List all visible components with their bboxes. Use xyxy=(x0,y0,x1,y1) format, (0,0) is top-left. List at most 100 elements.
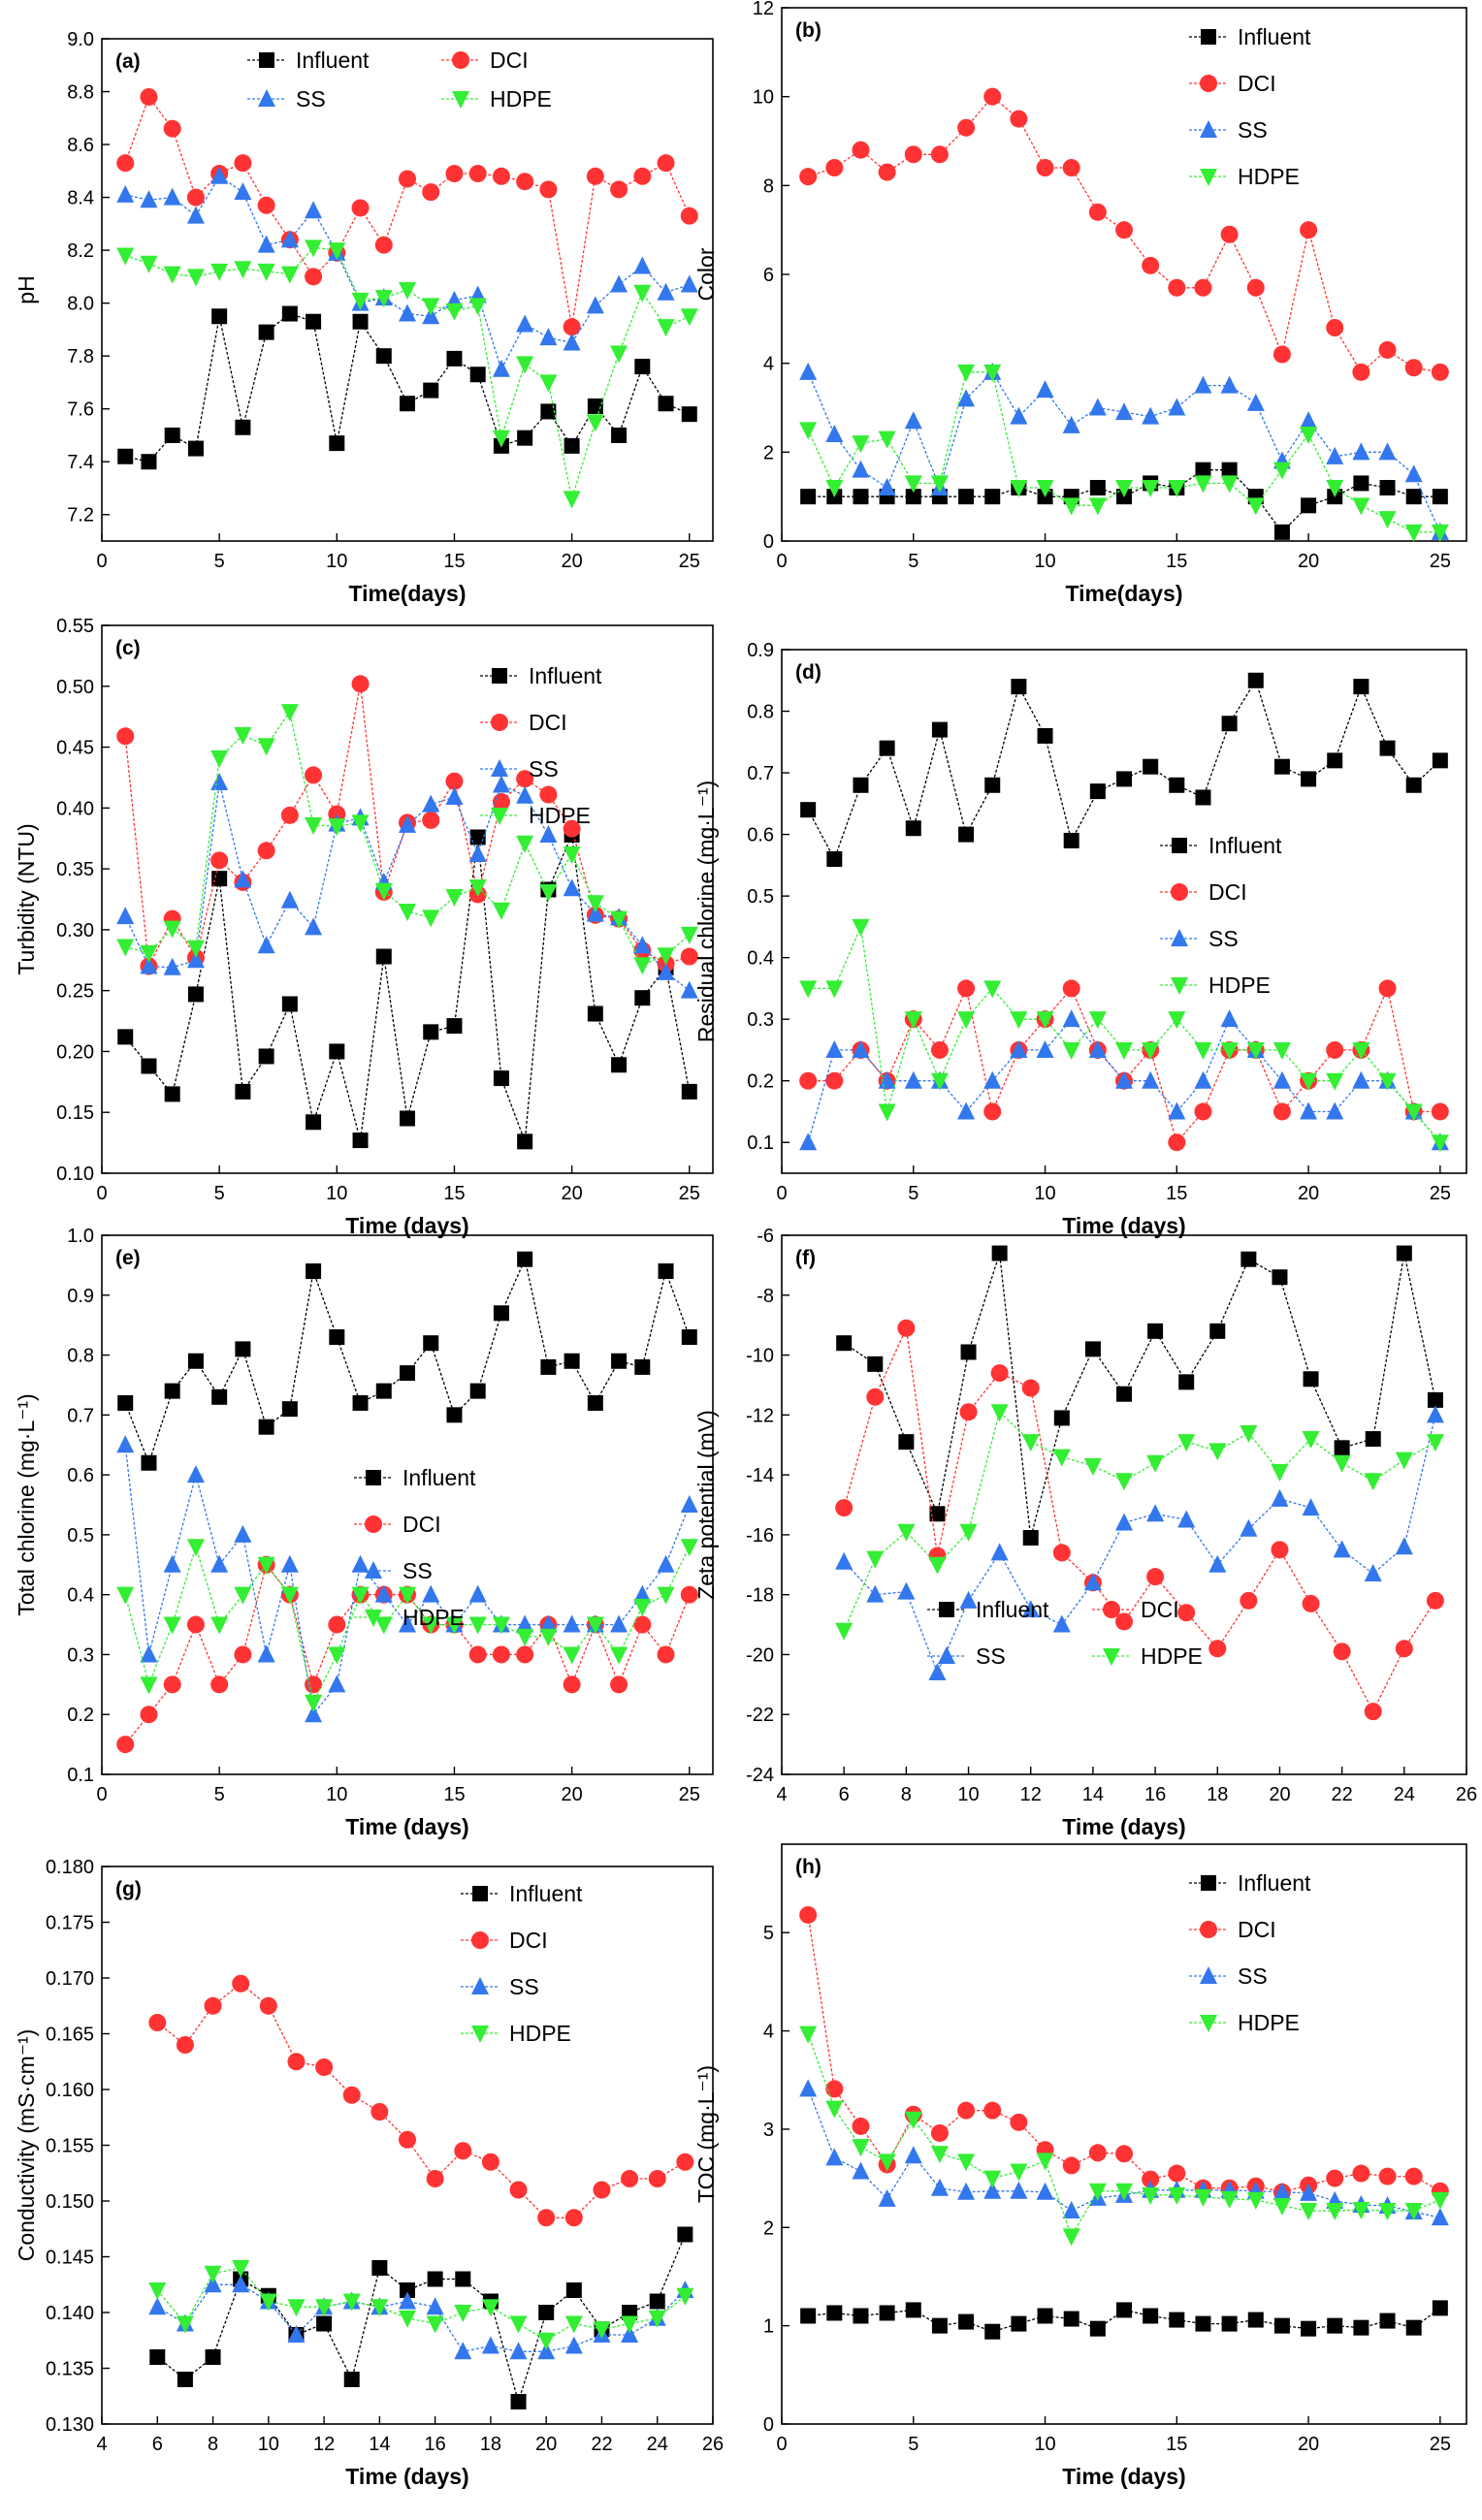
data-point xyxy=(375,948,392,965)
legend-label: DCI xyxy=(1141,1597,1179,1622)
data-point xyxy=(1115,1612,1133,1631)
data-point xyxy=(905,820,921,837)
data-point xyxy=(210,1554,229,1573)
legend-item-dci: DCI xyxy=(1189,1917,1276,1942)
x-tick-label: 20 xyxy=(1298,1183,1319,1204)
x-axis-title: Time (days) xyxy=(345,1814,468,1839)
x-tick-label: 8 xyxy=(208,2434,218,2455)
data-point xyxy=(1169,2312,1185,2328)
data-point xyxy=(1404,524,1423,542)
x-tick-label: 18 xyxy=(480,2434,501,2455)
data-point xyxy=(853,777,869,793)
data-point xyxy=(516,785,534,804)
data-point xyxy=(1426,1405,1444,1423)
data-point xyxy=(1220,1041,1239,1060)
data-point xyxy=(422,909,440,928)
data-point xyxy=(657,282,675,301)
data-point xyxy=(516,1614,534,1633)
data-point xyxy=(1326,2169,1344,2187)
data-point xyxy=(1379,740,1396,756)
data-point xyxy=(959,1590,978,1609)
data-point xyxy=(1364,1703,1382,1721)
x-axis-title: Time (days) xyxy=(345,1213,468,1238)
legend-marker xyxy=(471,1977,489,1994)
legend-marker xyxy=(491,714,508,731)
data-point xyxy=(1168,1101,1186,1120)
y-tick-label: 0.5 xyxy=(747,886,774,908)
panel-label: (e) xyxy=(115,1247,141,1269)
data-point xyxy=(116,1586,135,1605)
data-point xyxy=(1246,2191,1265,2210)
data-point xyxy=(960,1344,977,1360)
data-point xyxy=(1246,278,1265,297)
x-tick-label: 24 xyxy=(1394,1784,1415,1805)
data-point xyxy=(1220,2190,1239,2209)
data-point xyxy=(287,2325,306,2343)
data-point xyxy=(1194,1102,1212,1121)
data-point xyxy=(509,2315,528,2334)
data-point xyxy=(1142,480,1160,497)
legend-item-influent: Influent xyxy=(461,1881,583,1906)
data-point xyxy=(1378,1072,1397,1091)
y-tick-label: 0.10 xyxy=(56,1164,94,1185)
y-axis-title: Color xyxy=(693,247,719,301)
data-point xyxy=(469,367,486,383)
data-point xyxy=(468,1584,487,1603)
data-point xyxy=(116,907,135,925)
data-point xyxy=(280,1554,299,1573)
data-point xyxy=(1405,777,1422,793)
y-tick-label: 0.9 xyxy=(67,1286,94,1307)
legend-marker xyxy=(365,1515,382,1533)
data-point xyxy=(563,1646,581,1665)
x-tick-label: 26 xyxy=(1456,1784,1477,1805)
data-point xyxy=(799,362,818,380)
panel-b: 0 5 10 15 20 25 0 2 4 6 8 10 12 Time(days) Color (b) Inf… xyxy=(693,0,1467,606)
data-point xyxy=(1271,1464,1289,1483)
data-point xyxy=(610,345,628,364)
data-point xyxy=(352,1132,369,1149)
data-point xyxy=(1177,1604,1196,1622)
data-point xyxy=(633,936,652,954)
legend-item-hdpe: HDPE xyxy=(441,86,552,112)
data-point xyxy=(983,2101,1002,2120)
legend-label: Influent xyxy=(296,48,370,73)
data-point xyxy=(1379,480,1396,495)
data-point xyxy=(1246,393,1265,411)
data-point xyxy=(468,298,487,316)
data-point xyxy=(375,348,392,365)
data-point xyxy=(316,2315,333,2332)
series-dci xyxy=(799,87,1449,381)
data-point xyxy=(315,2299,334,2317)
data-point xyxy=(1036,1039,1054,1058)
data-point xyxy=(1116,771,1132,787)
y-tick-label: 0.3 xyxy=(67,1644,94,1666)
data-point xyxy=(235,1341,251,1357)
data-point xyxy=(539,1628,558,1646)
data-point xyxy=(658,1263,674,1280)
data-point xyxy=(878,478,896,495)
data-point xyxy=(399,2310,416,2328)
y-tick-label: 0.9 xyxy=(747,640,774,661)
data-point xyxy=(140,1644,158,1663)
y-tick-label: 7.8 xyxy=(67,346,94,367)
data-point xyxy=(799,1905,818,1924)
data-point xyxy=(835,1499,854,1517)
data-point xyxy=(611,427,628,443)
data-point xyxy=(537,2209,556,2227)
data-point xyxy=(1432,2300,1448,2316)
y-tick-label: 3 xyxy=(763,2120,774,2141)
data-point xyxy=(1010,1039,1028,1058)
data-point xyxy=(539,180,558,199)
data-point xyxy=(1083,1457,1102,1476)
series-influent xyxy=(800,462,1448,540)
data-point xyxy=(343,2372,360,2387)
data-point xyxy=(610,1675,628,1694)
series-dci xyxy=(116,1555,698,1754)
legend-item-dci: DCI xyxy=(1189,71,1276,96)
data-point xyxy=(1431,363,1449,381)
data-point xyxy=(648,2310,666,2328)
legend: Influent DCI SS HDPE xyxy=(927,1597,1203,1669)
data-point xyxy=(586,296,604,314)
data-point xyxy=(1353,2319,1369,2336)
x-tick-label: 4 xyxy=(776,1784,787,1805)
